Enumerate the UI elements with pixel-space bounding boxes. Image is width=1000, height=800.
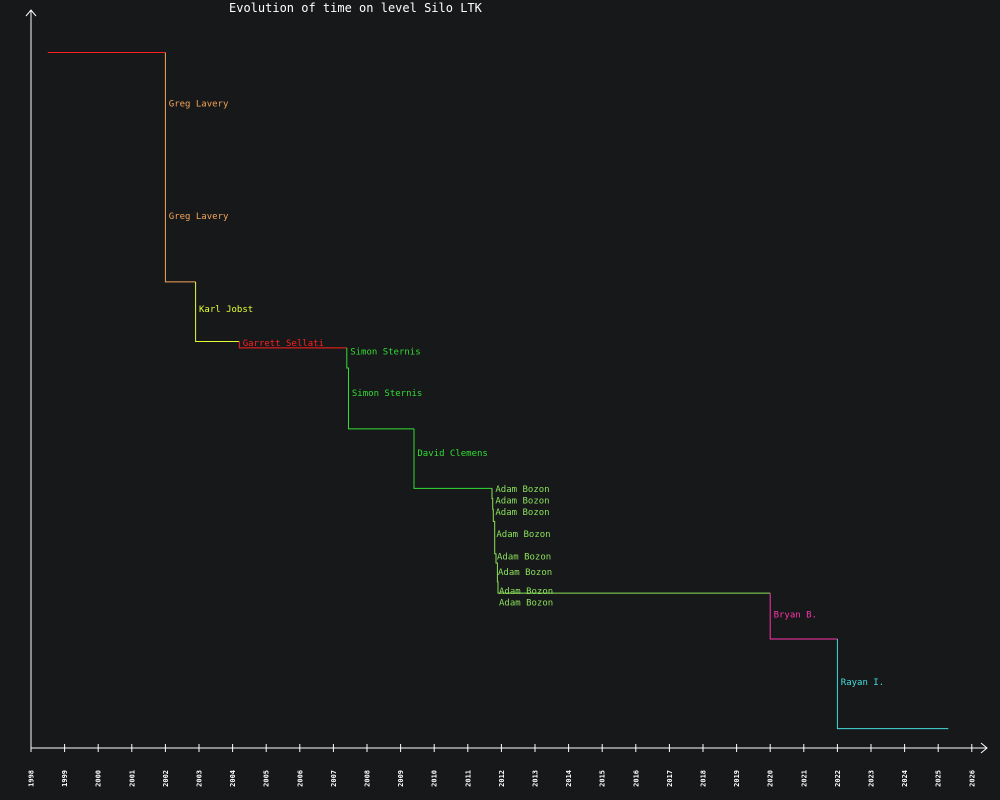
x-tick-label: 2005 xyxy=(263,770,271,787)
x-tick-label: 2012 xyxy=(498,770,506,787)
record-holder-label: Karl Jobst xyxy=(199,305,253,315)
record-holder-label: Simon Sternis xyxy=(350,347,420,357)
x-tick-label: 2016 xyxy=(632,770,640,787)
plot-layer: Greg Lavery Greg Lavery Karl Jobst Garrett … xyxy=(47,52,949,730)
x-tick-label: 2008 xyxy=(364,770,372,787)
record-holder-label: Garrett Sellati xyxy=(243,339,324,349)
x-tick-label: 2000 xyxy=(95,770,103,787)
record-holder-label: Adam Bozon xyxy=(499,587,553,597)
x-axis-ticks: 1998 1999 2000 2001 2002 2003 2004 2005 2006 2007… xyxy=(28,744,976,787)
record-holder-label: Adam Bozon xyxy=(498,568,552,578)
record-annotations: Greg Lavery Greg Lavery Karl Jobst Garrett … xyxy=(169,99,884,688)
x-tick-label: 2022 xyxy=(834,770,842,787)
record-holder-label: David Clemens xyxy=(417,449,487,459)
x-axis: 1998 1999 2000 2001 2002 2003 2004 2005 2006 2007… xyxy=(28,742,988,787)
x-tick-label: 2017 xyxy=(666,770,674,787)
record-line-segment xyxy=(195,281,240,342)
x-tick-label: 2013 xyxy=(532,770,540,787)
record-line-segment xyxy=(836,639,949,730)
x-tick-label: 2018 xyxy=(700,770,708,787)
x-tick-label: 2026 xyxy=(968,770,976,787)
series-lines xyxy=(47,52,949,730)
record-holder-label: Simon Sternis xyxy=(352,389,422,399)
record-line-segment xyxy=(164,52,196,283)
record-holder-label: Greg Lavery xyxy=(169,99,229,109)
x-tick-label: 2014 xyxy=(565,770,573,787)
x-tick-label: 2010 xyxy=(431,770,439,787)
x-tick-label: 2020 xyxy=(767,770,775,787)
x-tick-label: 2015 xyxy=(599,770,607,787)
x-tick-label: 2021 xyxy=(800,770,808,787)
x-tick-label: 2025 xyxy=(935,770,943,787)
record-holder-label: Rayan I. xyxy=(841,678,884,688)
x-tick-label: 1998 xyxy=(28,770,36,787)
record-line-segment xyxy=(346,347,414,430)
x-tick-label: 2006 xyxy=(296,770,304,787)
record-holder-label: Adam Bozon xyxy=(495,508,549,518)
x-tick-label: 2002 xyxy=(162,770,170,787)
y-axis-arrow xyxy=(25,9,37,17)
x-axis-arrow xyxy=(980,742,988,754)
x-tick-label: 2024 xyxy=(901,770,909,787)
x-tick-label: 2007 xyxy=(330,770,338,787)
record-holder-label: Adam Bozon xyxy=(497,552,551,562)
x-tick-label: 2009 xyxy=(397,770,405,787)
x-tick-label: 2019 xyxy=(733,770,741,787)
y-axis xyxy=(25,9,37,748)
x-tick-label: 2001 xyxy=(128,770,136,787)
x-tick-label: 2023 xyxy=(868,770,876,787)
record-line-segment xyxy=(491,488,771,594)
record-holder-label: Bryan B. xyxy=(774,611,817,621)
record-holder-label: Adam Bozon xyxy=(496,530,550,540)
x-tick-label: 2003 xyxy=(196,770,204,787)
x-tick-label: 2011 xyxy=(464,770,472,787)
record-holder-label: Adam Bozon xyxy=(495,485,549,495)
record-holder-label: Adam Bozon xyxy=(499,598,553,608)
record-holder-label: Greg Lavery xyxy=(169,212,229,222)
record-line-segment xyxy=(238,341,347,349)
x-tick-label: 1999 xyxy=(61,770,69,787)
x-tick-label: 2004 xyxy=(229,770,237,787)
chart-title: Evolution of time on level Silo LTK xyxy=(229,1,483,15)
record-line-segment xyxy=(769,593,838,640)
record-line-segment xyxy=(413,428,492,489)
record-holder-label: Adam Bozon xyxy=(495,497,549,507)
